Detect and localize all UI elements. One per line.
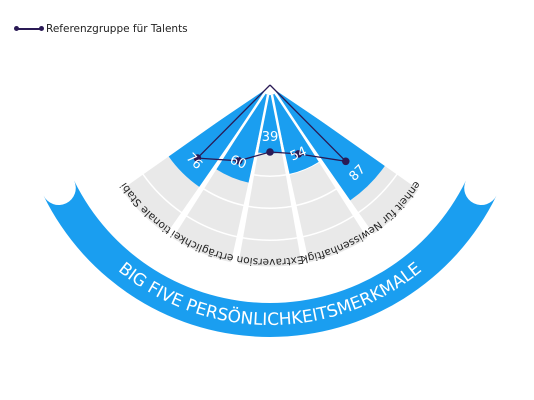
sector-separators	[107, 89, 433, 277]
sector-separator	[277, 89, 433, 196]
reference-point	[266, 148, 274, 156]
chart-title: BIG FIVE PERSÖNLICHKEITSMERKMALE	[115, 259, 426, 330]
sector-separator	[230, 94, 270, 277]
band-segment	[121, 174, 181, 235]
band-segment	[359, 174, 419, 235]
band-segment	[172, 216, 237, 263]
legend-label-reference: Referenzgruppe für Talents	[46, 23, 188, 35]
reference-point	[234, 157, 243, 165]
band-segment	[238, 238, 302, 267]
value-label: 39	[262, 130, 279, 145]
reference-point	[193, 154, 202, 162]
band-segment	[303, 216, 368, 263]
band-segment	[143, 156, 200, 212]
reference-point	[294, 150, 303, 158]
title-band	[43, 180, 497, 338]
bar-extraversion	[258, 94, 282, 154]
bar-gewissenhaftigkeit	[272, 93, 319, 174]
band-segment	[296, 189, 353, 236]
reference-point	[341, 157, 350, 166]
legend: Referenzgruppe für Talents	[14, 22, 188, 36]
value-label: 54	[288, 144, 309, 164]
sector-separator	[270, 94, 310, 277]
band-segment	[243, 207, 297, 240]
band-segment	[289, 162, 336, 205]
sector-separator	[274, 92, 379, 249]
band-segment	[187, 189, 244, 236]
legend-reference-marker	[14, 22, 44, 36]
value-label: 60	[227, 153, 248, 173]
reference-series	[193, 84, 350, 166]
sector-separator	[107, 89, 263, 196]
band-segment	[248, 175, 292, 208]
category-label: Extraversion	[236, 253, 305, 268]
sector-separator	[161, 92, 266, 249]
